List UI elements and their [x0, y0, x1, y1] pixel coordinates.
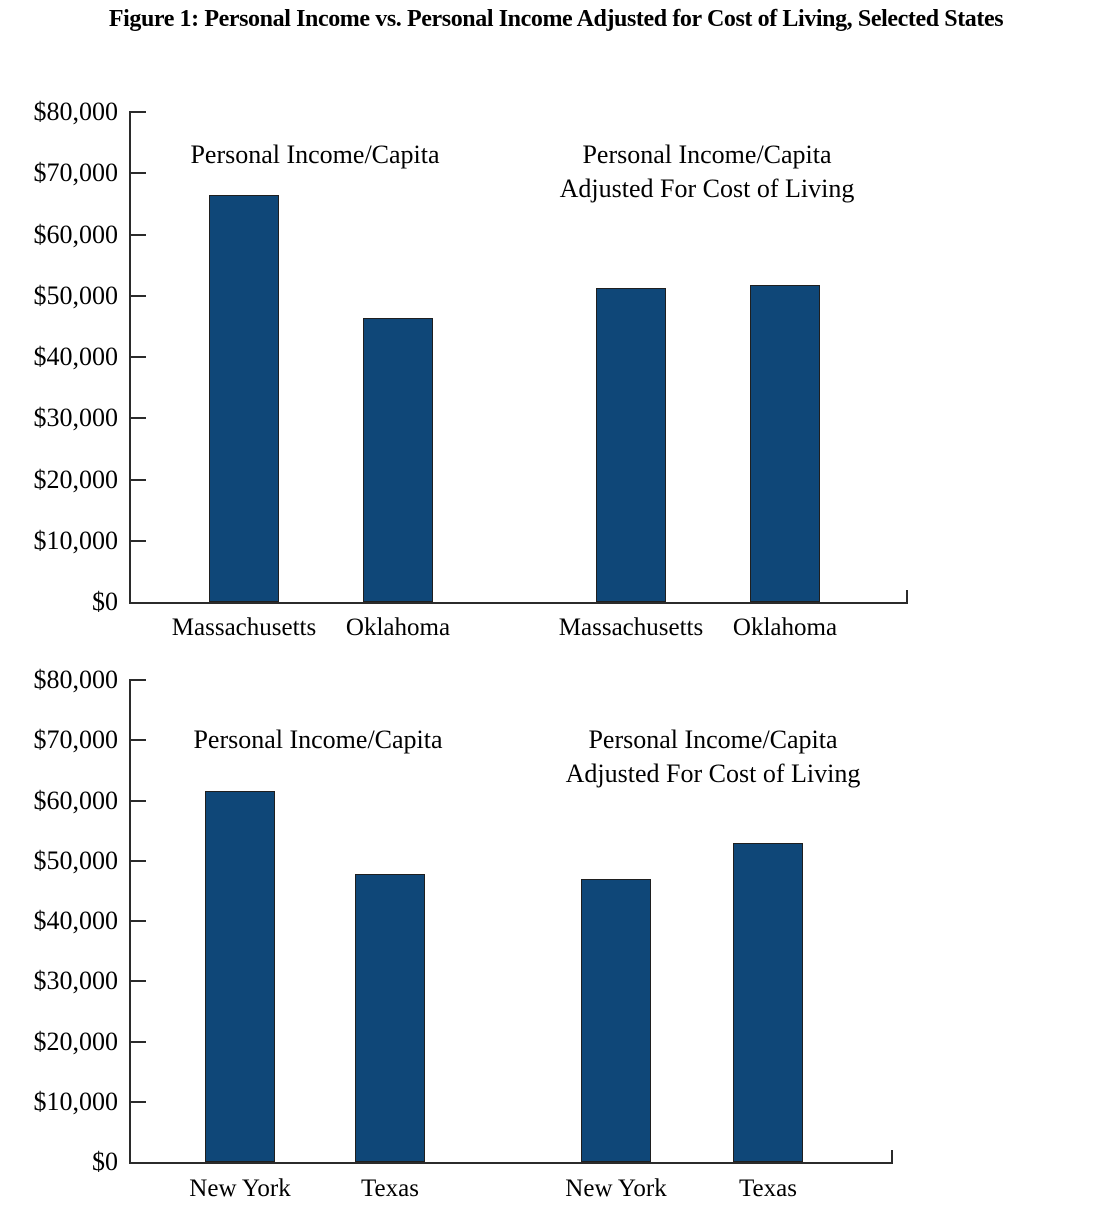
y-axis-label: $20,000 — [33, 464, 119, 494]
y-axis-label: $60,000 — [33, 219, 119, 249]
x-axis-end-tick — [891, 1150, 893, 1163]
y-axis-label: $80,000 — [33, 665, 119, 694]
group-header-line: Personal Income/Capita — [582, 140, 832, 169]
y-axis-label: $20,000 — [33, 1026, 119, 1056]
category-label: Texas — [361, 1175, 419, 1202]
y-axis-label: $30,000 — [33, 403, 119, 433]
y-axis-label: $70,000 — [33, 158, 119, 188]
y-axis-label: $0 — [92, 1147, 118, 1176]
bar-texas — [733, 843, 803, 1162]
category-label: Massachusetts — [171, 614, 317, 641]
bar-oklahoma — [363, 318, 433, 602]
y-axis-tick — [129, 539, 146, 542]
y-axis-tick — [129, 679, 146, 681]
category-label: Texas — [739, 1175, 797, 1202]
y-axis-label: $0 — [92, 587, 118, 616]
group-header: Personal Income/Capita — [65, 138, 565, 172]
category-label: New York — [189, 1175, 291, 1202]
y-axis-label: $10,000 — [33, 1086, 119, 1116]
category-label: Oklahoma — [732, 614, 838, 641]
y-axis-tick — [129, 478, 146, 481]
category-label: New York — [565, 1175, 667, 1202]
y-axis-tick — [129, 172, 146, 175]
y-axis-tick — [129, 417, 146, 420]
bar-massachusetts — [209, 195, 279, 602]
group-header: Personal Income/Capita Adjusted For Cost … — [463, 723, 963, 791]
y-axis-tick — [129, 980, 146, 983]
y-axis-tick — [129, 1100, 146, 1103]
bar-massachusetts — [596, 288, 666, 602]
chart-bottom-panel: $80,000 $70,000 $60,000 $50,000 $40,000 $30,0… — [0, 653, 1112, 1206]
figure-title: Figure 1: Personal Income vs. Personal I… — [108, 6, 1004, 32]
group-header-line: Adjusted For Cost of Living — [565, 759, 861, 788]
x-axis-end-tick — [906, 590, 908, 603]
y-axis-tick — [129, 233, 146, 236]
bar-texas — [355, 874, 425, 1162]
chart-top-panel: $80,000 $70,000 $60,000 $50,000 $40,000 $30,0… — [0, 88, 1112, 653]
x-axis-line — [129, 1162, 893, 1164]
y-axis-tick — [129, 1040, 146, 1043]
bar-new-york — [581, 879, 651, 1162]
y-axis-tick — [129, 111, 146, 113]
group-header: Personal Income/Capita — [68, 723, 568, 757]
y-axis-label: $70,000 — [33, 725, 119, 755]
y-axis-tick — [129, 739, 146, 742]
group-header-line: Personal Income/Capita — [588, 725, 838, 754]
y-axis-label: $50,000 — [33, 280, 119, 310]
y-axis-tick — [129, 294, 146, 297]
y-axis-label: $40,000 — [33, 342, 119, 371]
group-header-line: Adjusted For Cost of Living — [559, 174, 855, 203]
y-axis-tick — [129, 799, 146, 802]
bar-oklahoma — [750, 285, 820, 602]
y-axis-label: $40,000 — [33, 906, 119, 935]
y-axis-label: $80,000 — [33, 97, 119, 126]
bar-new-york — [205, 791, 275, 1162]
y-axis-tick — [129, 920, 146, 922]
group-header-line: Personal Income/Capita — [190, 140, 440, 169]
category-label: Oklahoma — [345, 614, 451, 641]
y-axis-tick — [129, 859, 146, 862]
category-label: Massachusetts — [558, 614, 704, 641]
group-header: Personal Income/Capita Adjusted For Cost … — [457, 138, 957, 206]
x-axis-line — [129, 602, 908, 604]
y-axis-label: $50,000 — [33, 845, 119, 875]
y-axis-label: $60,000 — [33, 785, 119, 815]
y-axis-tick — [129, 356, 146, 358]
group-header-line: Personal Income/Capita — [193, 725, 443, 754]
y-axis-label: $10,000 — [33, 525, 119, 555]
y-axis-label: $30,000 — [33, 966, 119, 996]
